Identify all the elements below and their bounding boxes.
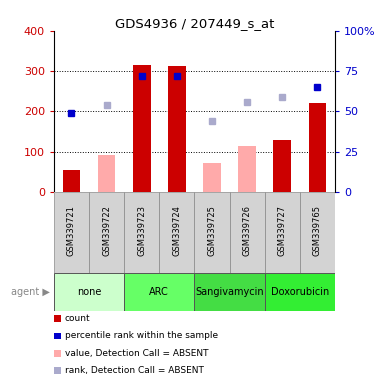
Bar	[98, 155, 116, 192]
Text: ARC: ARC	[149, 287, 169, 297]
Bar	[168, 66, 186, 192]
Text: agent ▶: agent ▶	[11, 287, 50, 297]
Bar	[159, 192, 194, 273]
Bar	[124, 192, 159, 273]
Text: count: count	[65, 314, 90, 323]
Bar	[264, 192, 300, 273]
Text: GSM339725: GSM339725	[208, 205, 216, 256]
Text: GSM339724: GSM339724	[172, 205, 181, 256]
Text: value, Detection Call = ABSENT: value, Detection Call = ABSENT	[65, 349, 208, 358]
Text: Sangivamycin: Sangivamycin	[195, 287, 264, 297]
Bar	[264, 273, 335, 311]
Text: GSM339721: GSM339721	[67, 205, 76, 256]
Text: GSM339727: GSM339727	[278, 205, 287, 256]
Bar	[194, 273, 265, 311]
Bar	[54, 273, 124, 311]
Bar	[133, 65, 151, 192]
Bar	[238, 146, 256, 192]
Bar	[309, 103, 326, 192]
Text: rank, Detection Call = ABSENT: rank, Detection Call = ABSENT	[65, 366, 204, 375]
Text: GSM339723: GSM339723	[137, 205, 146, 256]
Bar	[54, 192, 89, 273]
Text: none: none	[77, 287, 101, 297]
Bar	[194, 192, 229, 273]
Text: percentile rank within the sample: percentile rank within the sample	[65, 331, 218, 341]
Title: GDS4936 / 207449_s_at: GDS4936 / 207449_s_at	[115, 17, 274, 30]
Bar	[273, 140, 291, 192]
Text: GSM339726: GSM339726	[243, 205, 252, 256]
Bar	[229, 192, 265, 273]
Bar	[63, 170, 80, 192]
Text: GSM339722: GSM339722	[102, 205, 111, 256]
Text: Doxorubicin: Doxorubicin	[271, 287, 329, 297]
Bar	[89, 192, 124, 273]
Text: GSM339765: GSM339765	[313, 205, 322, 256]
Bar	[300, 192, 335, 273]
Bar	[203, 163, 221, 192]
Bar	[124, 273, 194, 311]
